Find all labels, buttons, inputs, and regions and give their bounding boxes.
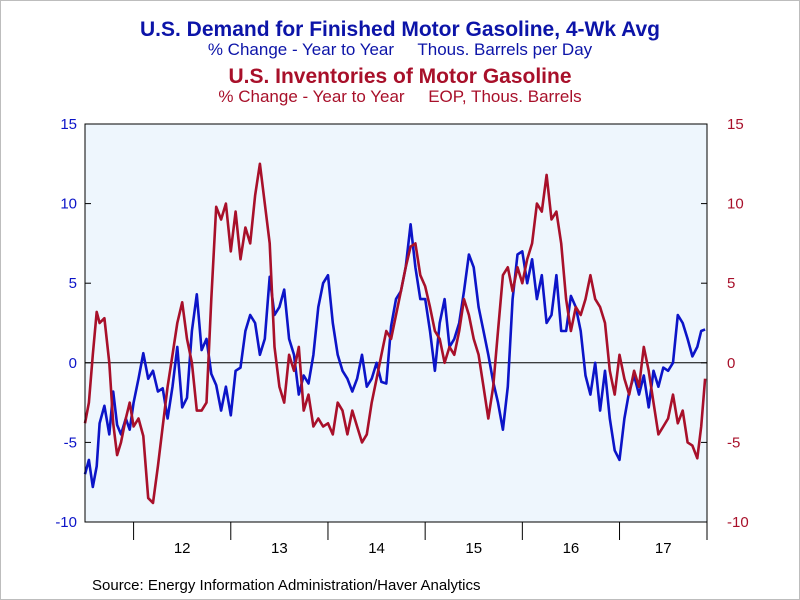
demand-series-line [83,223,706,489]
demand-title: U.S. Demand for Finished Motor Gasoline,… [140,18,660,41]
right-y-tick-label: -5 [727,434,740,451]
left-y-tick-label: 0 [69,355,77,372]
left-y-tick-label: -10 [55,514,77,531]
right-y-tick-label: -10 [727,514,749,531]
inventory-title: U.S. Inventories of Motor Gasoline [228,65,572,88]
right-y-tick-label: 0 [727,355,735,372]
x-tick-label: 12 [174,540,191,557]
left-y-tick-label: 5 [69,275,77,292]
x-tick-label: 13 [271,540,288,557]
x-tick-label: 16 [563,540,580,557]
demand-subtitle: % Change - Year to Year Thous. Barrels p… [207,40,593,59]
right-y-tick-label: 15 [727,116,744,133]
left-y-tick-label: 15 [60,116,77,133]
inventory-subtitle: % Change - Year to Year EOP, Thous. Barr… [218,87,582,106]
source-note: Source: Energy Information Administratio… [92,577,481,594]
right-y-tick-label: 10 [727,196,744,213]
x-tick-label: 17 [655,540,672,557]
right-y-tick-label: 5 [727,275,735,292]
plot-area [85,124,707,522]
left-y-tick-label: -5 [64,434,77,451]
plot-border [84,123,708,523]
inventory-series-line [83,162,707,505]
x-tick-label: 14 [368,540,385,557]
x-tick-label: 15 [465,540,482,557]
left-y-tick-label: 10 [60,196,77,213]
